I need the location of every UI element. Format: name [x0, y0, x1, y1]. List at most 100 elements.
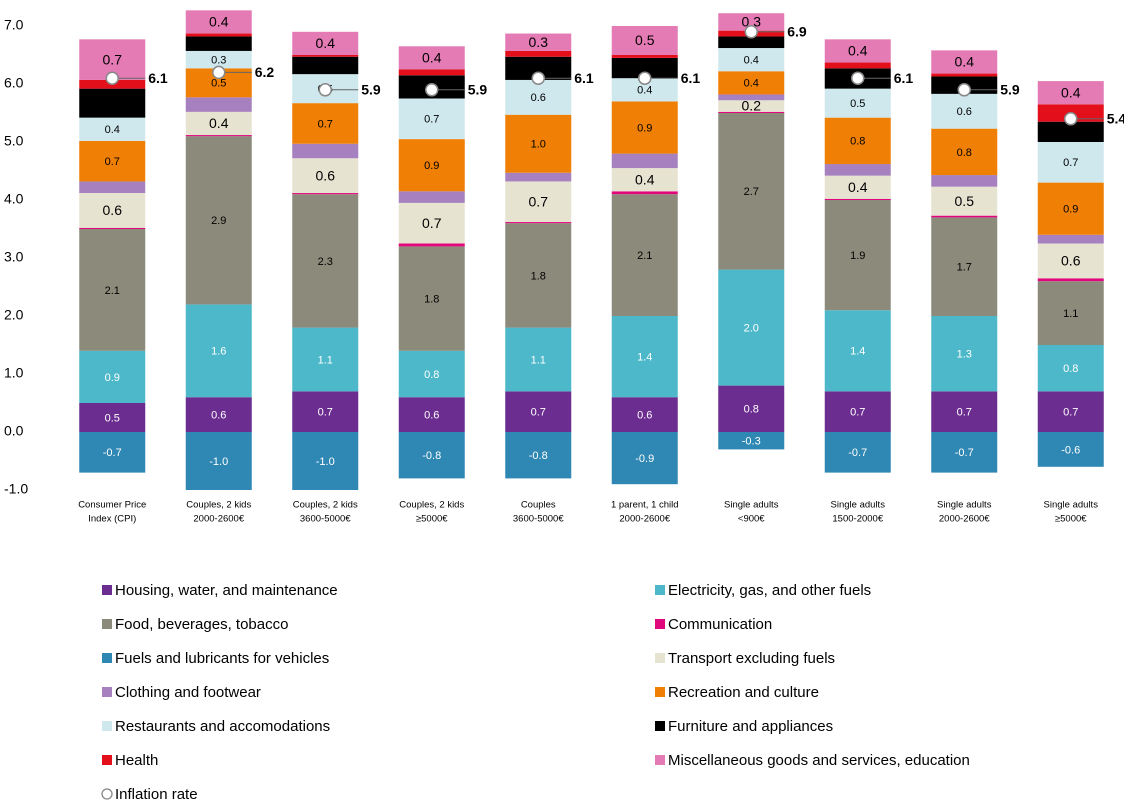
legend-label: Furniture and appliances	[668, 718, 833, 735]
bar-segment	[185, 432, 252, 490]
bar-segment	[611, 397, 678, 432]
data-label: 0.7	[850, 407, 865, 419]
bar-segment	[824, 88, 891, 118]
bar-segment	[611, 432, 678, 485]
bar-segment	[398, 432, 465, 479]
bar-segment	[292, 31, 359, 55]
data-label: 0.4	[637, 85, 652, 97]
bar-segment	[611, 316, 678, 398]
inflation-marker	[531, 71, 545, 85]
bar-segment	[718, 385, 785, 432]
y-tick-label: 2.0	[4, 307, 24, 323]
data-label: 1.8	[424, 294, 439, 306]
bar-segment	[1037, 345, 1104, 392]
data-label: 0.8	[424, 369, 439, 381]
bar-segment	[79, 227, 146, 229]
bar-segment	[185, 135, 252, 137]
bar-segment	[1037, 182, 1104, 235]
data-label: 0.4	[1061, 84, 1081, 100]
bar-segment	[398, 191, 465, 203]
data-label: 1.1	[1063, 308, 1078, 320]
legend-swatch	[102, 755, 112, 765]
inflation-label: 5.4	[1107, 111, 1124, 127]
inflation-label: 5.9	[361, 82, 381, 98]
x-tick-label: 2000-2600€	[619, 514, 670, 525]
data-label: 0.9	[637, 122, 652, 134]
bar-segment	[718, 113, 785, 270]
data-label: -0.7	[848, 447, 867, 459]
bar-segment	[505, 114, 572, 173]
inflation-marker	[425, 83, 439, 97]
data-label: 0.6	[957, 106, 972, 118]
data-label: 0.7	[105, 156, 120, 168]
x-tick-label: 2000-2600€	[939, 514, 990, 525]
bar-segment	[931, 316, 998, 392]
bar-segment	[824, 391, 891, 432]
x-tick-label: 3600-5000€	[300, 514, 351, 525]
y-tick-label: 4.0	[4, 191, 24, 207]
x-tick-label: Couples, 2 kids	[293, 500, 358, 511]
x-tick-label: Consumer Price	[78, 500, 146, 511]
bar-segment	[398, 246, 465, 351]
bar-segment	[398, 69, 465, 76]
x-tick-label: <900€	[738, 514, 765, 525]
legend-label: Restaurants and accomodations	[115, 718, 330, 735]
x-tick-label: 1 parent, 1 child	[611, 500, 679, 511]
data-label: 0.4	[105, 124, 120, 136]
x-tick-label: 1500-2000€	[832, 514, 883, 525]
data-label: 2.7	[744, 186, 759, 198]
bar-segment	[718, 48, 785, 72]
legend-swatch	[102, 721, 112, 731]
data-label: 0.4	[209, 14, 229, 30]
data-label: 0.8	[957, 147, 972, 159]
data-label: 0.4	[422, 50, 442, 66]
inflation-label: 6.1	[148, 70, 168, 86]
legend-label: Inflation rate	[115, 786, 198, 803]
data-label: 0.6	[424, 410, 439, 422]
bar-segment	[824, 432, 891, 473]
bar-segment	[824, 200, 891, 311]
bar-segment	[79, 181, 146, 194]
data-label: 1.7	[957, 262, 972, 274]
bar-segment	[292, 391, 359, 432]
bar-segment	[931, 391, 998, 432]
bar-segment	[505, 79, 572, 115]
data-label: -0.9	[635, 453, 654, 465]
bar-segment	[79, 432, 146, 473]
bar-segment	[185, 36, 252, 51]
x-tick-label: 2000-2600€	[193, 514, 244, 525]
bar-segment	[718, 36, 785, 49]
legend-label: Communication	[668, 616, 772, 633]
data-label: 0.6	[1061, 253, 1081, 269]
legend-swatch	[102, 687, 112, 697]
data-label: -0.8	[529, 450, 548, 462]
bar-segment	[611, 78, 678, 102]
bar-segment	[611, 191, 678, 195]
legend-label: Housing, water, and maintenance	[115, 582, 338, 599]
data-label: 0.7	[1063, 157, 1078, 169]
data-label: 1.4	[637, 352, 652, 364]
bar-segment	[185, 97, 252, 112]
inflation-marker	[851, 71, 865, 85]
x-tick-label: Couples, 2 kids	[186, 500, 251, 511]
bar-segment	[292, 56, 359, 75]
bar-segment	[931, 93, 998, 129]
data-label: 1.8	[531, 270, 546, 282]
y-tick-label: 1.0	[4, 365, 24, 381]
bar-segment	[185, 10, 252, 34]
x-tick-label: Couples, 2 kids	[399, 500, 464, 511]
data-label: 1.3	[957, 349, 972, 361]
data-label: 0.3	[211, 55, 226, 67]
bar-segment	[79, 403, 146, 432]
legend-swatch	[655, 755, 665, 765]
data-label: 1.0	[531, 139, 546, 151]
data-label: 2.0	[744, 323, 759, 335]
x-tick-label: 3600-5000€	[513, 514, 564, 525]
inflation-marker	[1064, 112, 1078, 126]
bar-segment	[931, 432, 998, 473]
data-label: 1.4	[850, 346, 865, 358]
bar-segment	[931, 73, 998, 77]
data-label: 0.5	[850, 98, 865, 110]
bar-segment	[292, 432, 359, 490]
